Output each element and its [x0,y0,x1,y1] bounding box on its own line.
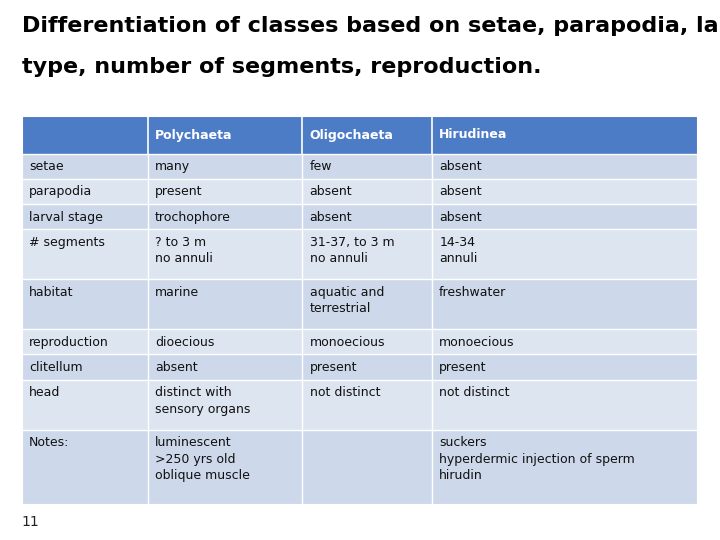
Text: trochophore: trochophore [155,211,230,224]
Text: head: head [29,386,60,399]
Bar [22,380,698,430]
Text: distinct with
sensory organs: distinct with sensory organs [155,386,250,415]
Text: Oligochaeta: Oligochaeta [310,129,393,141]
Text: # segments: # segments [29,235,104,248]
Text: suckers
hyperdermic injection of sperm
hirudin: suckers hyperdermic injection of sperm h… [439,436,635,482]
Text: 11: 11 [22,515,40,529]
Bar [22,116,698,154]
Text: type, number of segments, reproduction.: type, number of segments, reproduction. [22,57,541,77]
Text: present: present [155,185,202,199]
Bar [22,279,698,329]
Text: Notes:: Notes: [29,436,69,449]
Bar [22,354,698,380]
Text: reproduction: reproduction [29,336,109,349]
Text: habitat: habitat [29,286,73,299]
Text: Polychaeta: Polychaeta [155,129,233,141]
Text: clitellum: clitellum [29,361,82,374]
Text: Differentiation of classes based on setae, parapodia, larval: Differentiation of classes based on seta… [22,16,720,36]
Text: not distinct: not distinct [310,386,380,399]
Text: aquatic and
terrestrial: aquatic and terrestrial [310,286,384,315]
Bar [22,154,698,179]
Bar [22,329,698,354]
Text: freshwater: freshwater [439,286,506,299]
Text: monoecious: monoecious [310,336,385,349]
Text: parapodia: parapodia [29,185,92,199]
Text: not distinct: not distinct [439,386,510,399]
Text: absent: absent [439,211,482,224]
Text: absent: absent [439,185,482,199]
Text: monoecious: monoecious [439,336,515,349]
Text: 14-34
annuli: 14-34 annuli [439,235,477,265]
Text: ? to 3 m
no annuli: ? to 3 m no annuli [155,235,212,265]
Text: present: present [310,361,357,374]
Text: luminescent
>250 yrs old
oblique muscle: luminescent >250 yrs old oblique muscle [155,436,250,482]
Bar [22,430,698,505]
Text: absent: absent [155,361,197,374]
Bar [22,116,698,505]
Text: present: present [439,361,487,374]
Text: absent: absent [439,160,482,173]
Text: many: many [155,160,190,173]
Text: marine: marine [155,286,199,299]
Bar [22,179,698,204]
Text: absent: absent [310,185,352,199]
Text: setae: setae [29,160,63,173]
Text: larval stage: larval stage [29,211,103,224]
Text: Hirudinea: Hirudinea [439,129,508,141]
Text: absent: absent [310,211,352,224]
Bar [22,204,698,229]
Text: few: few [310,160,332,173]
Text: 31-37, to 3 m
no annuli: 31-37, to 3 m no annuli [310,235,395,265]
Bar [22,229,698,279]
Text: dioecious: dioecious [155,336,214,349]
